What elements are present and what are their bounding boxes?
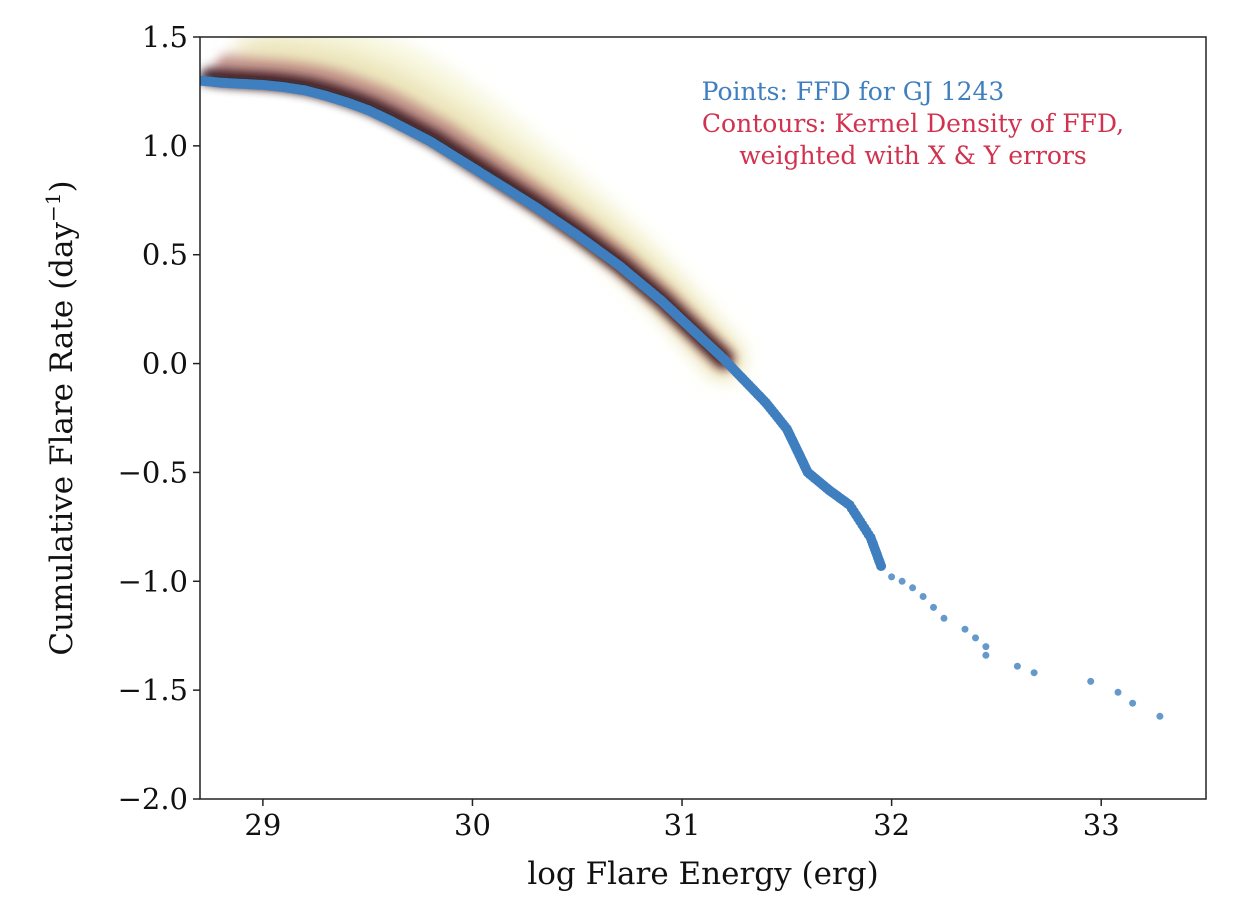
y-tick-label: −0.5: [118, 455, 188, 489]
y-axis-label-exponent: −1: [41, 193, 65, 222]
data-point: [909, 584, 917, 592]
y-tick-label: 1.0: [142, 129, 188, 163]
x-tick-label: 31: [664, 808, 701, 842]
y-axis-ticks: 1.5 1.0 0.5 0.0 −0.5 −1.0 −1.5 −2.0: [118, 20, 200, 816]
y-axis-label-main: Cumulative Flare Rate (day: [44, 222, 80, 656]
data-point: [982, 643, 990, 651]
data-point: [1087, 677, 1095, 685]
annotation-points: Points: FFD for GJ 1243: [702, 77, 1005, 106]
data-point: [876, 561, 887, 571]
data-point: [972, 634, 979, 642]
y-axis-label: Cumulative Flare Rate (day−1): [41, 180, 80, 655]
data-point: [982, 651, 990, 659]
x-tick-label: 33: [1083, 808, 1120, 842]
data-point: [1013, 662, 1021, 670]
y-tick-label: −1.0: [118, 564, 188, 598]
data-point: [1129, 699, 1137, 707]
data-point: [1156, 712, 1164, 720]
y-tick-label: 0.0: [142, 347, 188, 381]
plot-frame: [199, 36, 1207, 800]
x-axis-ticks: 29 30 31 32 33: [244, 799, 1120, 842]
y-axis-label-close: ): [44, 180, 80, 192]
data-point: [1030, 669, 1038, 677]
data-point: [961, 625, 969, 633]
x-tick-label: 32: [873, 808, 910, 842]
y-tick-label: 0.5: [142, 238, 188, 272]
annotation-contours: Contours: Kernel Density of FFD,: [702, 109, 1124, 138]
data-point: [940, 614, 948, 622]
x-tick-label: 30: [454, 808, 491, 842]
y-tick-label: −1.5: [118, 673, 188, 707]
annotation-block: Points: FFD for GJ 1243 Contours: Kernel…: [702, 77, 1124, 170]
data-point: [898, 577, 906, 585]
ffd-points: [200, 75, 1164, 720]
y-tick-label: −2.0: [118, 782, 188, 816]
x-axis-label: log Flare Energy (erg): [527, 856, 878, 892]
data-point: [888, 573, 896, 581]
data-point: [930, 603, 937, 611]
y-tick-label: 1.5: [142, 20, 188, 54]
x-tick-label: 29: [244, 808, 281, 842]
data-point: [919, 593, 927, 600]
data-point: [1114, 688, 1122, 696]
annotation-weighted: weighted with X & Y errors: [739, 141, 1087, 170]
